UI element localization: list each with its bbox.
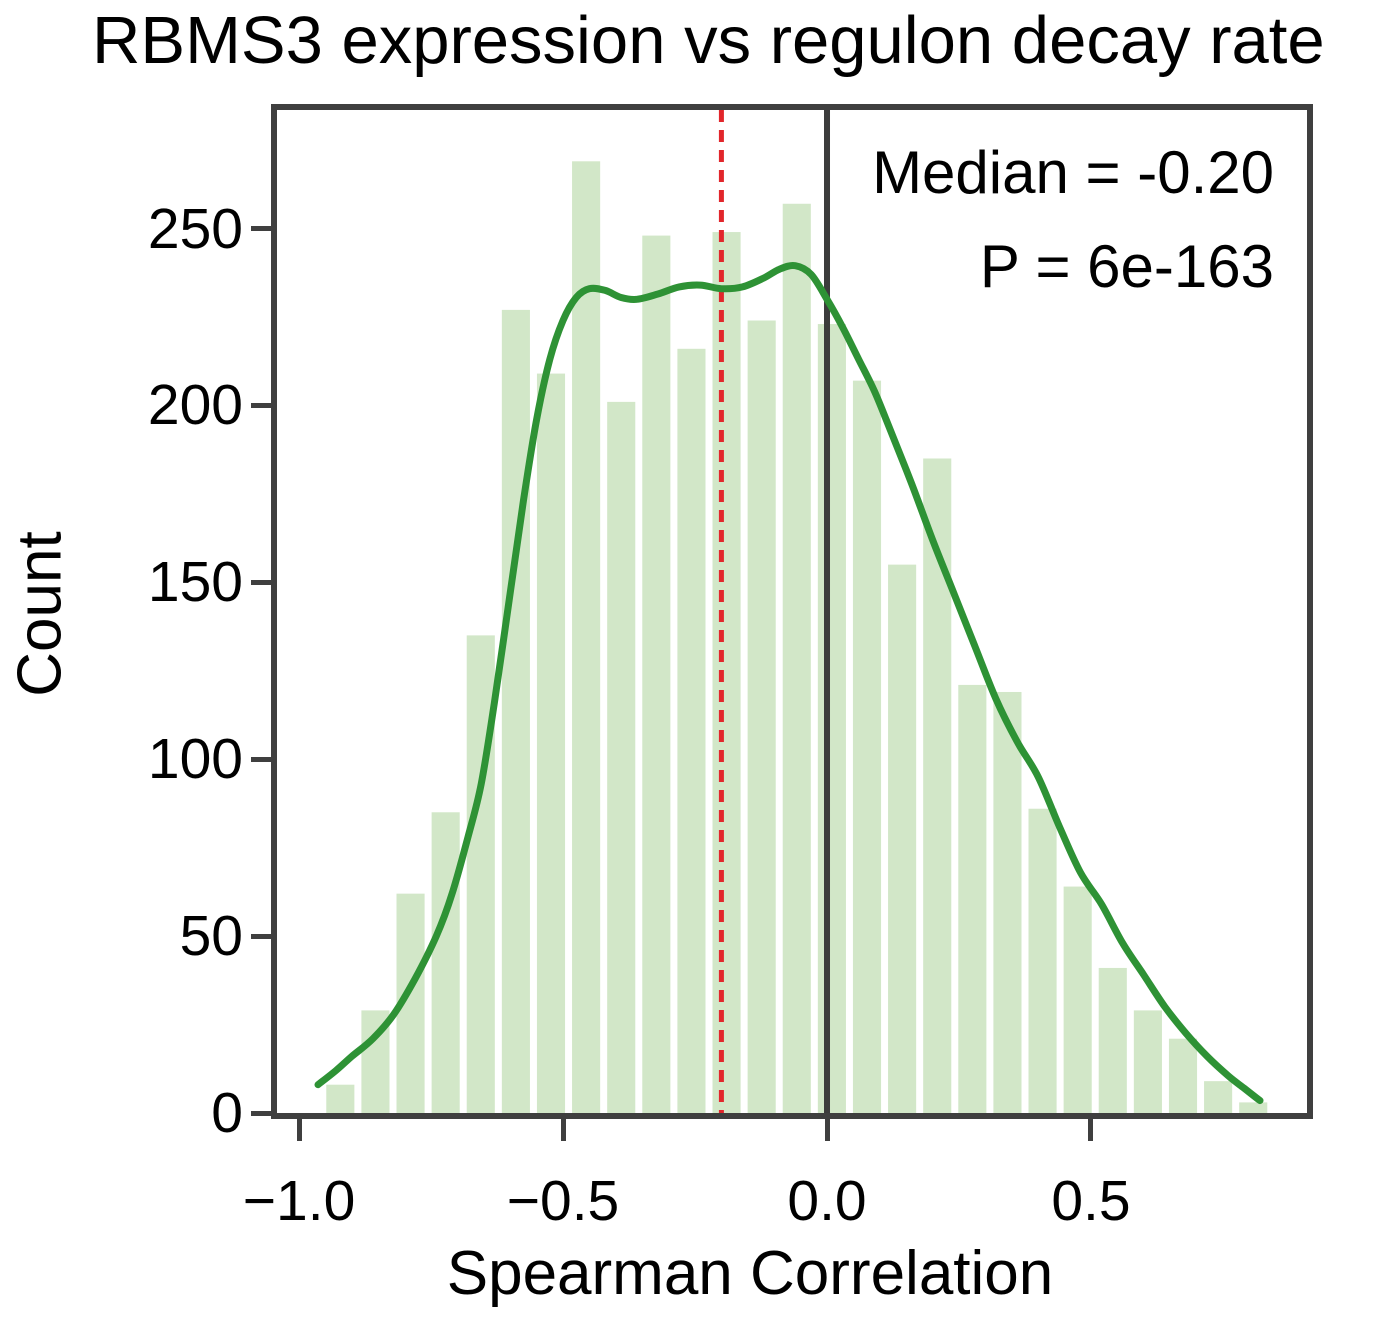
x-tick-mark [296,1119,302,1141]
histogram-bar [993,691,1022,1113]
histogram-bar [501,309,530,1113]
chart-title: RBMS3 expression vs regulon decay rate [92,3,1325,78]
histogram-bar [572,161,601,1113]
histogram-bar [1239,1102,1268,1113]
y-tick-mark [251,933,271,939]
histogram-bar [536,373,566,1113]
x-tick-label: −0.5 [506,1169,620,1233]
histogram-bar [1133,1010,1162,1113]
histogram-bar [958,684,987,1113]
y-tick-mark [251,579,271,585]
y-tick-label: 150 [147,550,243,615]
histogram-bar [1204,1081,1233,1113]
histogram-bar [677,348,706,1113]
histogram-bar [1063,886,1092,1113]
histogram-bar [817,324,846,1113]
histogram-bar [431,812,460,1113]
y-tick-label: 250 [147,196,243,261]
y-tick-mark [251,756,271,762]
histogram-bar [888,564,917,1113]
histogram-bar [642,235,671,1113]
histogram-bar [1098,967,1127,1113]
x-axis-label: Spearman Correlation [446,1239,1054,1308]
x-tick-mark [824,1119,830,1141]
histogram-bar [1168,1038,1198,1113]
histogram-kde-canvas [314,110,1268,1113]
histogram-bar [712,232,741,1113]
median-annotation-line: Median = -0.20 [872,139,1274,206]
pvalue-annotation-line: P = 6e-163 [979,233,1274,300]
y-tick-mark [251,1110,271,1116]
kde-curve [314,262,1264,1105]
y-tick-label: 0 [211,1081,243,1145]
histogram-bar [747,320,776,1113]
y-tick-label: 50 [179,904,243,969]
x-tick-label: 0.5 [1051,1169,1131,1233]
histogram-bar [607,401,636,1113]
x-tick-mark [560,1119,566,1141]
y-tick-mark [251,402,271,408]
stats-annotation: Median = -0.20 P = 6e-163 [872,126,1274,314]
y-tick-label: 200 [147,373,243,438]
y-tick-label: 100 [147,727,243,792]
histogram-bar [1028,808,1057,1113]
plot-area: Median = -0.20 P = 6e-163 [271,104,1313,1119]
histogram-bar [782,203,811,1113]
x-tick-label: 0.0 [787,1169,867,1233]
histogram-bar [852,380,882,1113]
histogram-bar [326,1084,355,1113]
x-tick-mark [1088,1119,1094,1141]
x-tick-label: −1.0 [242,1169,356,1233]
y-tick-mark [251,226,271,232]
